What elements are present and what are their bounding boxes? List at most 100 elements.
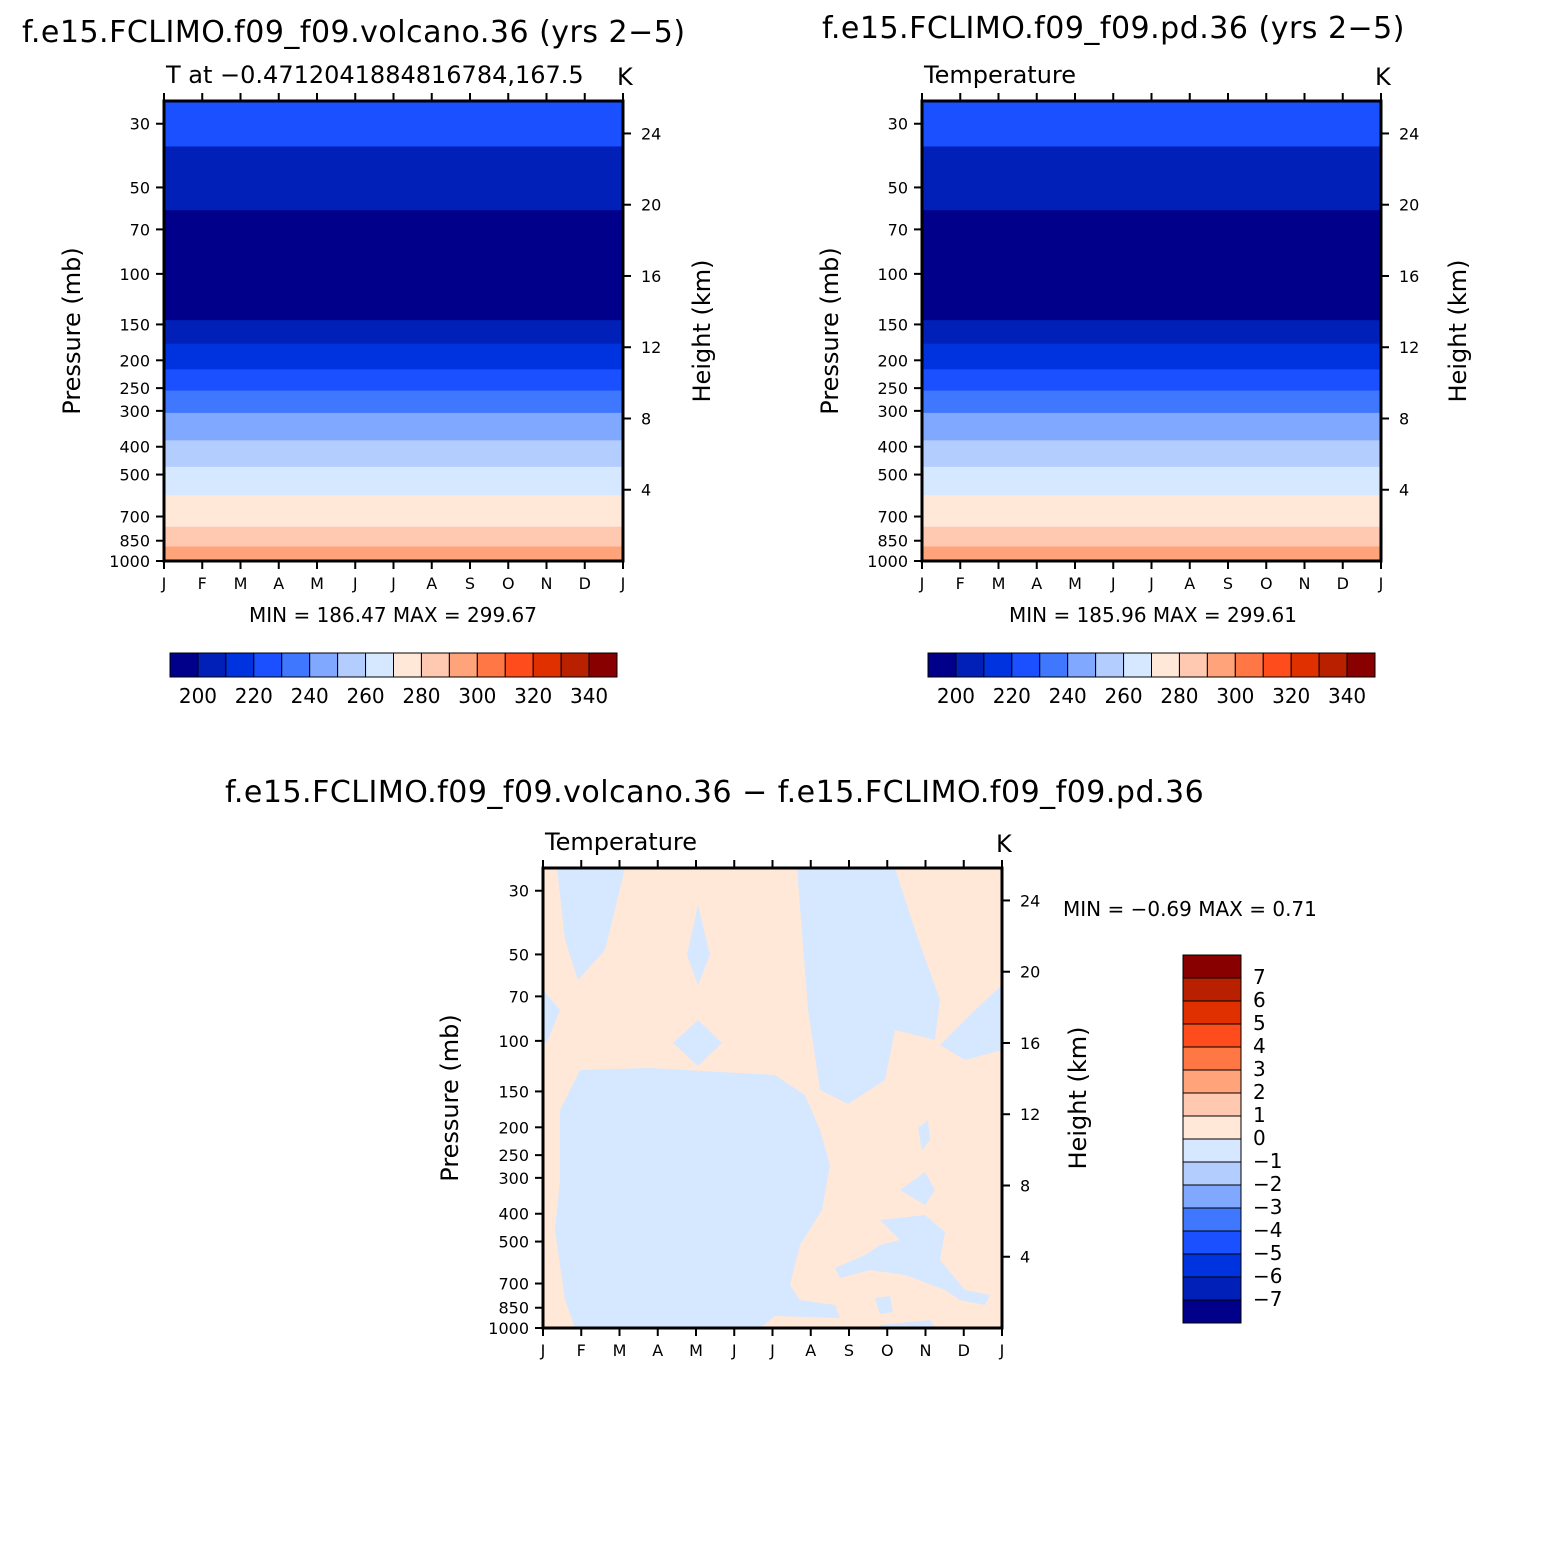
y-tick-label: 200 bbox=[877, 351, 908, 370]
colorbar-swatch bbox=[1182, 1184, 1242, 1209]
panel-pd: 200 220 240 260 280 300 320 340 J F M A M J J A S O N D J 30 5… bbox=[816, 61, 1472, 708]
y2-tick-label: 24 bbox=[641, 124, 661, 143]
colorbar-label: −4 bbox=[1253, 1218, 1282, 1242]
units-label: K bbox=[1375, 63, 1392, 91]
y-tick-label: 150 bbox=[119, 315, 150, 334]
temperature-band bbox=[164, 440, 623, 468]
x-tick-label: A bbox=[805, 1341, 816, 1360]
colorbar-label: −1 bbox=[1253, 1149, 1282, 1173]
units-label: K bbox=[996, 830, 1013, 858]
temperature-band bbox=[164, 146, 623, 212]
colorbar-label: −5 bbox=[1253, 1241, 1282, 1265]
temperature-band bbox=[922, 546, 1381, 561]
y-tick-label: 500 bbox=[498, 1233, 529, 1252]
temperature-band bbox=[922, 101, 1381, 148]
colorbar-swatch bbox=[1182, 1253, 1242, 1278]
x-tick-label: A bbox=[273, 574, 284, 593]
y2-tick-label: 4 bbox=[641, 481, 651, 500]
y2-tick-label: 16 bbox=[1399, 267, 1419, 286]
y2-tick-label: 16 bbox=[641, 267, 661, 286]
x-tick-label: A bbox=[426, 574, 437, 593]
x-tick-label: M bbox=[310, 574, 324, 593]
y2-tick-label: 12 bbox=[1399, 338, 1419, 357]
temperature-band bbox=[922, 412, 1381, 442]
y2-tick-label: 12 bbox=[641, 338, 661, 357]
colorbar-label: 340 bbox=[1328, 684, 1366, 708]
temperature-band bbox=[164, 101, 623, 148]
contour-fill bbox=[543, 868, 1002, 1328]
colorbar-label: −3 bbox=[1253, 1195, 1282, 1219]
min-max-label: MIN = 186.47 MAX = 299.67 bbox=[249, 603, 537, 627]
colorbar-label: 280 bbox=[1160, 684, 1198, 708]
y-tick-label: 300 bbox=[119, 402, 150, 421]
temperature-band bbox=[164, 466, 623, 497]
colorbar-swatch bbox=[560, 652, 590, 678]
colorbar-swatch bbox=[1182, 977, 1242, 1002]
x-tick-label: D bbox=[579, 574, 591, 593]
units-label: K bbox=[617, 63, 634, 91]
x-tick-label: A bbox=[652, 1341, 663, 1360]
x-tick-label: N bbox=[920, 1341, 932, 1360]
colorbar-swatch bbox=[1182, 1069, 1242, 1094]
colorbar-label: 0 bbox=[1253, 1126, 1266, 1150]
y-tick-label: 200 bbox=[498, 1118, 529, 1137]
colorbar-swatch bbox=[1151, 652, 1180, 678]
temperature-band bbox=[922, 440, 1381, 468]
y-tick-label: 50 bbox=[888, 178, 908, 197]
y-tick-label: 850 bbox=[119, 532, 150, 551]
y-tick-label: 850 bbox=[877, 532, 908, 551]
colorbar-label: 320 bbox=[1272, 684, 1310, 708]
y-tick-label: 500 bbox=[119, 466, 150, 485]
colorbar-label: −2 bbox=[1253, 1172, 1282, 1196]
x-tick-label: J bbox=[999, 1341, 1005, 1360]
x-tick-label: O bbox=[1260, 574, 1273, 593]
colorbar-swatch bbox=[1182, 1230, 1242, 1255]
x-tick-label: S bbox=[465, 574, 475, 593]
colorbar-label: 320 bbox=[514, 684, 552, 708]
y-tick-label: 30 bbox=[509, 882, 529, 901]
y-tick-label: 300 bbox=[498, 1169, 529, 1188]
y-tick-label: 1000 bbox=[867, 552, 908, 571]
y-tick-label: 150 bbox=[498, 1082, 529, 1101]
x-tick-label: A bbox=[1031, 574, 1042, 593]
y-axis-label: Pressure (mb) bbox=[58, 247, 86, 414]
x-tick-label: J bbox=[390, 574, 396, 593]
temperature-band bbox=[164, 210, 623, 322]
temperature-band bbox=[922, 369, 1381, 392]
colorbar-label: −6 bbox=[1253, 1264, 1282, 1288]
negative-region bbox=[797, 868, 940, 1104]
min-max-label: MIN = −0.69 MAX = 0.71 bbox=[1063, 897, 1317, 921]
colorbar-swatch bbox=[1182, 1138, 1242, 1163]
y2-tick-label: 16 bbox=[1020, 1034, 1040, 1053]
colorbar-swatch bbox=[337, 652, 367, 678]
temperature-band bbox=[922, 495, 1381, 528]
contour-fill bbox=[922, 101, 1381, 561]
negative-region bbox=[918, 1120, 930, 1150]
colorbar-swatch bbox=[1123, 652, 1152, 678]
colorbar-swatch bbox=[1067, 652, 1097, 678]
y-tick-label: 300 bbox=[877, 402, 908, 421]
plot-frame bbox=[162, 99, 625, 563]
x-tick-label: S bbox=[1223, 574, 1233, 593]
min-max-label: MIN = 185.96 MAX = 299.61 bbox=[1009, 603, 1297, 627]
colorbar-label: 6 bbox=[1253, 988, 1266, 1012]
plot-frame bbox=[541, 866, 1004, 1330]
colorbar-swatch bbox=[1234, 652, 1264, 678]
x-tick-label: J bbox=[1148, 574, 1154, 593]
x-tick-label: J bbox=[540, 1341, 546, 1360]
colorbar-swatch bbox=[588, 652, 618, 678]
y-tick-label: 250 bbox=[877, 379, 908, 398]
negative-region bbox=[880, 1320, 935, 1328]
colorbar-label: 260 bbox=[346, 684, 384, 708]
x-tick-label: A bbox=[1184, 574, 1195, 593]
y2-tick-label: 4 bbox=[1399, 481, 1409, 500]
x-tick-label: F bbox=[577, 1341, 586, 1360]
x-tick-label: S bbox=[844, 1341, 854, 1360]
colorbar-label: 5 bbox=[1253, 1011, 1266, 1035]
colorbar-swatch bbox=[1182, 1161, 1242, 1186]
colorbar-swatch bbox=[393, 652, 422, 678]
colorbar-label: 7 bbox=[1253, 965, 1266, 989]
y-tick-label: 250 bbox=[498, 1146, 529, 1165]
plot-frame bbox=[920, 99, 1383, 563]
